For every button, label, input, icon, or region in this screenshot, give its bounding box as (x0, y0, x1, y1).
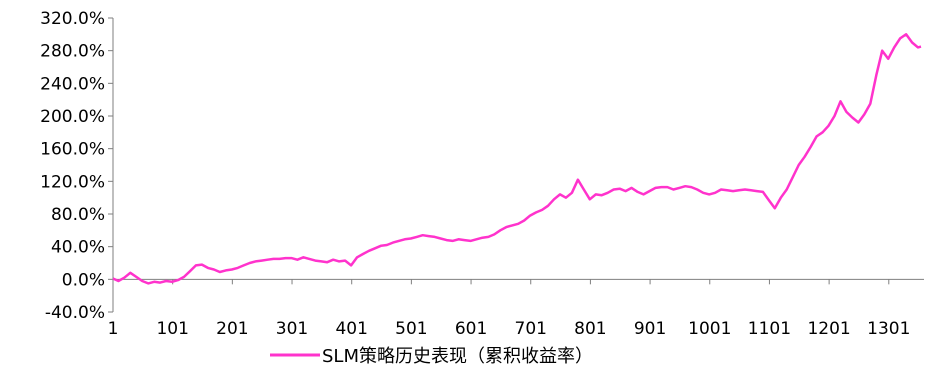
x-tick-label: 701 (515, 319, 547, 339)
x-tick-label: 1 (108, 319, 119, 339)
y-tick-label: 0.0% (62, 270, 105, 290)
y-axis-ticks: 320.0% 280.0% 240.0% 200.0% 160.0% 120.0% 80.0… (40, 9, 113, 323)
x-tick-label: 801 (574, 319, 606, 339)
y-tick-label: 320.0% (40, 9, 105, 29)
x-tick-label: 401 (335, 319, 367, 339)
y-tick-label: 280.0% (40, 42, 105, 62)
legend-label: SLM策略历史表现（累积收益率） (322, 346, 593, 367)
x-tick-label: 501 (395, 319, 427, 339)
x-tick-label: 601 (455, 319, 487, 339)
series-group (112, 33, 922, 285)
y-tick-label: -40.0% (45, 303, 105, 323)
legend: SLM策略历史表现（累积收益率） (270, 346, 593, 367)
y-tick-label: 240.0% (40, 74, 105, 94)
x-tick-label: 301 (276, 319, 308, 339)
y-tick-label: 200.0% (40, 107, 105, 127)
series-line (112, 33, 922, 285)
y-tick-label: 120.0% (40, 172, 105, 192)
x-tick-label: 901 (634, 319, 666, 339)
x-axis-ticks: 1 101 201 301 401 501 601 701 801 901 1001 1101 1201… (108, 279, 910, 339)
y-tick-label: 80.0% (51, 205, 105, 225)
x-tick-label: 101 (156, 319, 188, 339)
x-tick-label: 1301 (867, 319, 910, 339)
y-tick-label: 160.0% (40, 140, 105, 160)
x-tick-label: 201 (216, 319, 248, 339)
x-tick-label: 1001 (688, 319, 731, 339)
x-tick-label: 1101 (748, 319, 791, 339)
y-tick-label: 40.0% (51, 238, 105, 258)
x-tick-label: 1201 (807, 319, 850, 339)
